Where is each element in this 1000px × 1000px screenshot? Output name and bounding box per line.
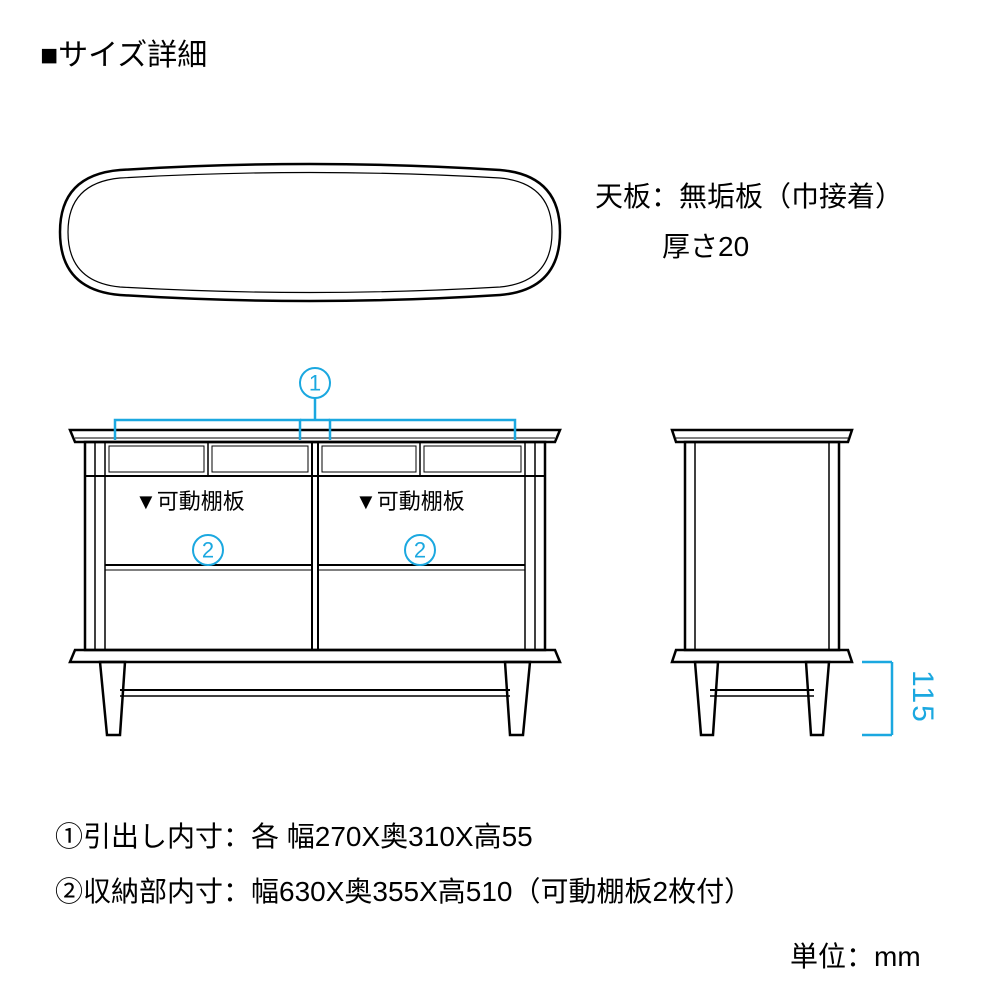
- svg-text:1: 1: [309, 371, 321, 396]
- dimension-leg-height: [862, 662, 892, 735]
- marker-2-left: 2: [193, 535, 223, 565]
- furniture-diagram: 1 2 2: [0, 0, 1000, 1000]
- front-view: [70, 430, 560, 735]
- side-view: [672, 430, 852, 735]
- dimension-drawer-bracket: [115, 398, 515, 440]
- marker-2-right: 2: [405, 535, 435, 565]
- svg-text:2: 2: [414, 538, 426, 563]
- marker-1: 1: [300, 368, 330, 398]
- svg-text:2: 2: [202, 538, 214, 563]
- top-view: [60, 164, 560, 301]
